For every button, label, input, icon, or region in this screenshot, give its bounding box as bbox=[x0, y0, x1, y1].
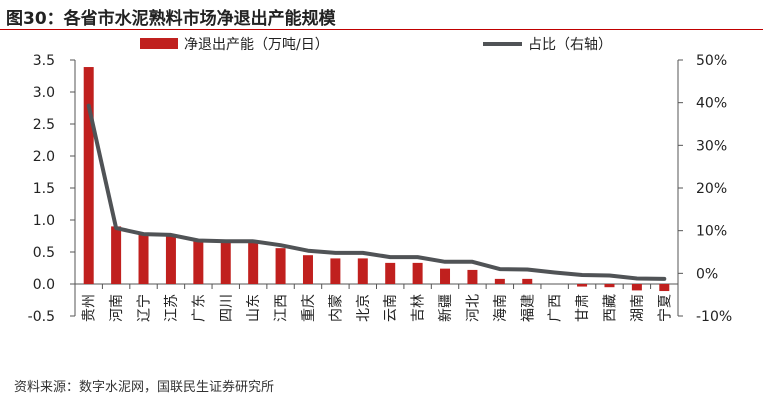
bar-江苏 bbox=[165, 236, 176, 284]
left-tick-label: 3.5 bbox=[33, 53, 55, 69]
share-point-河北 bbox=[471, 261, 473, 263]
share-point-云南 bbox=[389, 256, 391, 258]
category-label: 重庆 bbox=[301, 294, 317, 322]
left-tick-label: 0.0 bbox=[33, 277, 55, 293]
bar-福建 bbox=[522, 278, 533, 284]
share-point-吉林 bbox=[417, 256, 419, 258]
legend-bar-swatch bbox=[140, 38, 178, 49]
bar-宁夏 bbox=[659, 284, 670, 292]
left-tick-label: 2.5 bbox=[33, 117, 55, 133]
bar-四川 bbox=[220, 241, 231, 284]
right-tick-label: 50% bbox=[696, 53, 727, 69]
category-label: 辽宁 bbox=[136, 294, 153, 322]
bar-内蒙 bbox=[330, 258, 341, 284]
category-label: 江苏 bbox=[164, 294, 180, 322]
bar-辽宁 bbox=[138, 234, 149, 284]
share-line bbox=[86, 103, 667, 281]
legend-bar-label: 净退出产能（万吨/日） bbox=[184, 37, 329, 53]
share-point-内蒙 bbox=[334, 252, 336, 254]
title-divider bbox=[0, 29, 763, 30]
share-point-甘肃 bbox=[581, 274, 583, 276]
source-note: 资料来源：数字水泥网，国联民生证券研究所 bbox=[14, 380, 275, 395]
legend: 净退出产能（万吨/日） 占比（右轴） bbox=[140, 37, 612, 53]
left-tick-label: 1.5 bbox=[33, 181, 55, 197]
share-point-广西 bbox=[554, 271, 556, 273]
bar-吉林 bbox=[412, 262, 423, 284]
left-tick-label: 3.0 bbox=[33, 85, 55, 101]
right-tick-label: 10% bbox=[696, 224, 727, 240]
category-label: 广西 bbox=[548, 294, 564, 322]
bar-山东 bbox=[248, 242, 259, 284]
right-tick-label: -10% bbox=[696, 309, 732, 325]
share-point-新疆 bbox=[444, 261, 446, 263]
bar-河北 bbox=[467, 269, 478, 284]
right-tick-label: 30% bbox=[696, 138, 727, 154]
bar-海南 bbox=[494, 278, 505, 284]
category-label: 甘肃 bbox=[575, 294, 591, 322]
category-label: 江西 bbox=[274, 294, 290, 322]
category-label: 四川 bbox=[219, 294, 235, 322]
right-tick-label: 0% bbox=[696, 266, 718, 282]
category-label: 海南 bbox=[493, 294, 509, 322]
category-label: 河北 bbox=[465, 294, 481, 322]
bar-江西 bbox=[275, 248, 286, 284]
bar-甘肃 bbox=[577, 284, 588, 287]
share-point-山东 bbox=[252, 240, 254, 242]
category-label: 吉林 bbox=[411, 294, 427, 322]
category-label: 山东 bbox=[246, 294, 262, 322]
category-label: 河南 bbox=[109, 294, 125, 322]
bar-云南 bbox=[385, 262, 396, 284]
category-label: 湖南 bbox=[630, 294, 646, 322]
category-label: 北京 bbox=[356, 294, 372, 322]
share-point-北京 bbox=[362, 252, 364, 254]
bar-新疆 bbox=[440, 268, 451, 284]
bar-贵州 bbox=[83, 67, 94, 284]
left-tick-label: 0.5 bbox=[33, 245, 55, 261]
category-label: 广东 bbox=[191, 294, 207, 322]
share-point-湖南 bbox=[636, 277, 638, 279]
category-label: 西藏 bbox=[602, 294, 618, 322]
bar-湖南 bbox=[631, 284, 642, 291]
category-label: 新疆 bbox=[438, 294, 454, 322]
share-point-广东 bbox=[197, 239, 199, 241]
right-tick-label: 40% bbox=[696, 96, 727, 112]
share-point-四川 bbox=[225, 240, 227, 242]
bar-广东 bbox=[193, 241, 204, 284]
category-label: 云南 bbox=[383, 294, 399, 322]
share-point-宁夏 bbox=[663, 278, 665, 280]
share-point-河南 bbox=[115, 227, 117, 229]
left-tick-label: -0.5 bbox=[28, 309, 55, 325]
share-point-福建 bbox=[526, 268, 528, 270]
bar-河南 bbox=[111, 226, 122, 284]
share-point-贵州 bbox=[88, 105, 90, 107]
share-point-重庆 bbox=[307, 250, 309, 252]
bar-重庆 bbox=[302, 255, 313, 284]
bar-西藏 bbox=[604, 284, 615, 288]
legend-line-label: 占比（右轴） bbox=[528, 37, 612, 53]
chart-title: 图30：各省市水泥熟料市场净退出产能规模 bbox=[6, 9, 336, 29]
share-point-江苏 bbox=[170, 234, 172, 236]
category-label: 宁夏 bbox=[656, 294, 673, 322]
category-label: 贵州 bbox=[82, 294, 98, 322]
right-tick-label: 20% bbox=[696, 181, 727, 197]
left-tick-label: 1.0 bbox=[33, 213, 55, 229]
left-tick-label: 2.0 bbox=[33, 149, 55, 165]
share-point-江西 bbox=[280, 244, 282, 246]
share-point-辽宁 bbox=[143, 233, 145, 235]
share-point-海南 bbox=[499, 268, 501, 270]
category-label: 福建 bbox=[520, 294, 536, 322]
bar-北京 bbox=[357, 258, 368, 284]
share-point-西藏 bbox=[608, 274, 610, 276]
category-label: 内蒙 bbox=[328, 294, 344, 322]
